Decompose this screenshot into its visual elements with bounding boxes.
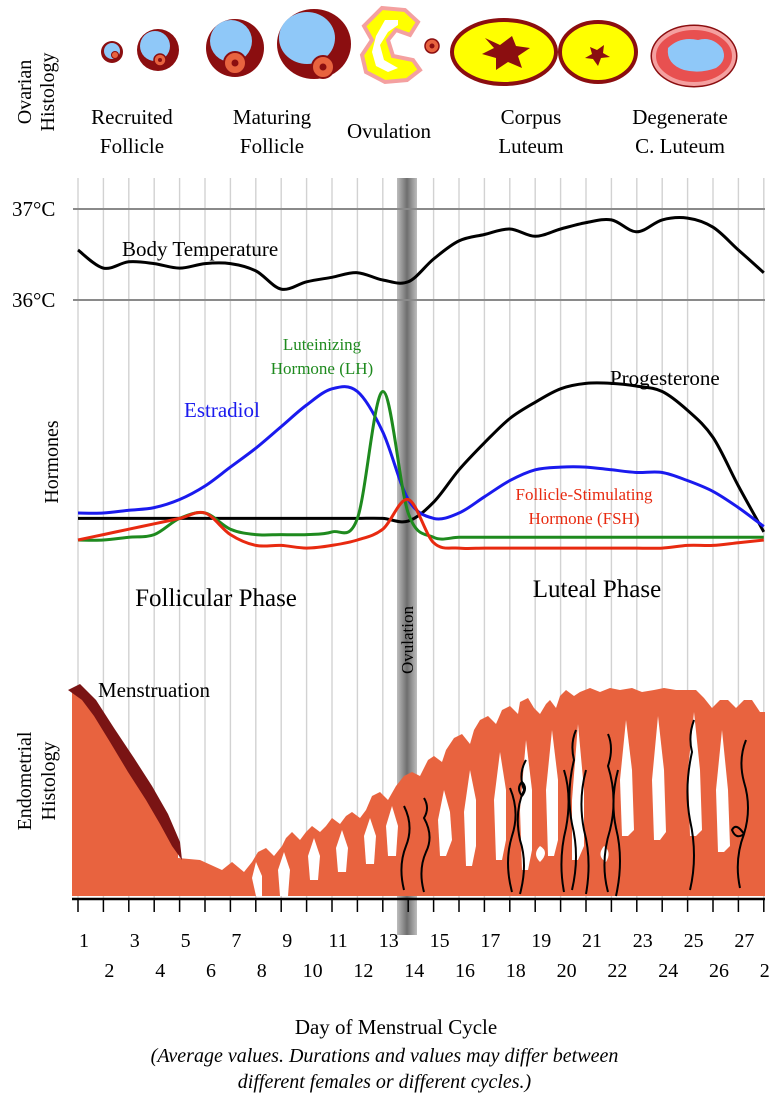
endometrial-side-label: Endometrial [14,731,36,830]
temp-37-label: 37°C [12,197,55,221]
hormones-panel: Hormones Estradiol Luteinizing Hormone (… [41,335,766,550]
ovulation-band [397,178,417,935]
stage-label-ovulation: Ovulation [347,119,431,143]
footnote-line-1: (Average values. Durations and values ma… [150,1045,619,1067]
follicular-phase-label: Follicular Phase [135,585,297,612]
endometrial-histology: Endometrial Histology [14,678,765,897]
body-temperature-label: Body Temperature [122,237,278,261]
endometrial-side-label-2: Histology [38,742,60,821]
spiral-arteries [400,719,749,897]
recruited-follicle-small-icon [101,41,123,63]
x-tick-label: 5 [181,930,191,952]
progesterone-series-line [78,381,766,533]
x-tick-label: 21 [582,930,602,952]
progesterone-legend-label: Progesterone [610,366,720,390]
x-tick-label: 8 [257,960,267,982]
luteal-phase-label: Luteal Phase [533,576,661,603]
fsh-series-line [77,498,764,550]
x-tick-label: 25 [684,930,704,952]
stage-label-degenerate: Degenerate [632,105,728,129]
corpus-albicans-icon [650,24,738,88]
x-tick-label: 14 [404,960,424,982]
footnote-line-2: different females or different cycles.) [237,1071,532,1093]
ruptured-follicle-icon [359,5,440,85]
temp-36-label: 36°C [12,288,55,312]
hormones-side-label: Hormones [41,420,63,504]
menstruation-shedding [68,684,182,860]
x-axis-tick-labels: 1 3 5 7 9 11 13 15 17 19 21 23 25 272 4 6 8 10 12 14 16 18 20 2… [79,930,769,982]
stage-label-recruited: Recruited [91,105,173,129]
endometrium-tissue [72,686,765,896]
x-tick-label: 12 [353,960,373,982]
fsh-legend-label-2: Hormone (FSH) [529,509,640,528]
x-tick-label: 28 [760,960,769,982]
x-tick-label: 20 [557,960,577,982]
x-axis-title: Day of Menstrual Cycle [295,1015,497,1039]
x-tick-label: 3 [130,930,140,952]
x-tick-label: 15 [430,930,450,952]
x-tick-label: 22 [607,960,627,982]
maturing-follicle-icon [206,19,264,77]
corpus-luteum-late-icon [558,20,638,84]
stage-label-corpus-luteum-2: Luteum [498,134,563,158]
x-tick-label: 6 [206,960,216,982]
stage-label-degenerate-2: C. Luteum [635,134,725,158]
lh-legend-label: Luteinizing [283,335,362,354]
menstruation-label: Menstruation [98,678,210,702]
x-tick-label: 4 [155,960,165,982]
x-tick-label: 11 [328,930,347,952]
x-tick-label: 23 [633,930,653,952]
x-tick-label: 24 [658,960,678,982]
ovarian-side-label-2: Histology [37,53,59,132]
fsh-legend-label: Follicle-Stimulating [516,485,653,504]
x-tick-label: 26 [709,960,729,982]
footnote: (Average values. Durations and values ma… [0,1043,769,1095]
estradiol-legend-label: Estradiol [184,398,260,422]
x-axis: 1 3 5 7 9 11 13 15 17 19 21 23 25 272 4 6 8 10 12 14 16 18 20 2… [72,897,769,1039]
ovarian-histology: Ovarian Histology Recruited Follicle Mat… [14,5,738,158]
corpus-luteum-icon [450,18,558,86]
x-tick-label: 10 [303,960,323,982]
x-tick-label: 2 [104,960,114,982]
x-tick-label: 9 [282,930,292,952]
x-axis-ticks [77,899,765,912]
x-tick-label: 18 [506,960,526,982]
body-temperature-panel: 37°C 36°C Body Temperature [12,197,765,312]
stage-label-maturing-2: Follicle [240,134,304,158]
stage-label-maturing: Maturing [233,105,312,129]
x-tick-label: 16 [455,960,475,982]
estradiol-series-line [77,385,765,528]
x-tick-label: 1 [79,930,89,952]
x-tick-label: 7 [231,930,241,952]
x-tick-label: 27 [734,930,754,952]
x-tick-label: 13 [379,930,399,952]
x-tick-label: 19 [531,930,551,952]
stage-label-recruited-2: Follicle [100,134,164,158]
temperature-series-line [77,216,765,291]
lh-legend-label-2: Hormone (LH) [271,359,373,378]
ovulation-band-label: Ovulation [398,606,417,674]
recruited-follicle-large-icon [137,29,179,71]
mature-follicle-icon [277,9,351,79]
ovarian-side-label: Ovarian [14,60,36,124]
x-tick-label: 17 [480,930,500,952]
stage-label-corpus-luteum: Corpus [501,105,562,129]
